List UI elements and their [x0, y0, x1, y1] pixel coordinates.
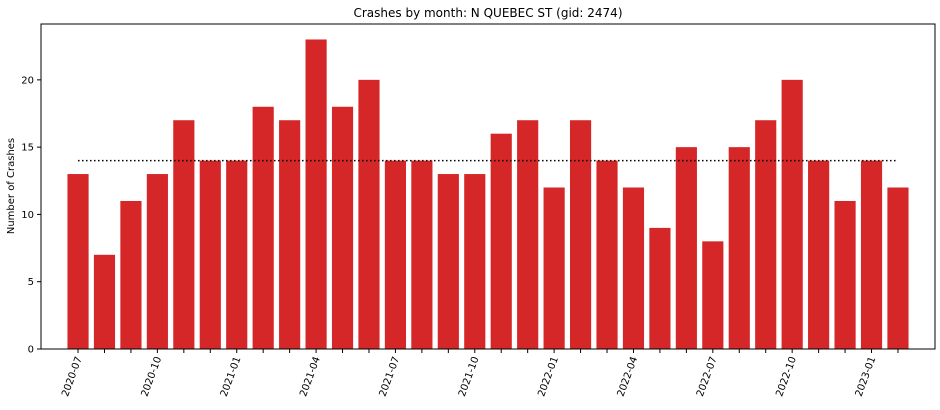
bar-2020-08 [93, 254, 116, 349]
x-tick-label-2020-07: 2020-07 [60, 355, 85, 398]
y-tick-label-0: 0 [28, 345, 34, 356]
bar-2022-10 [781, 79, 803, 349]
bar-2021-12 [517, 120, 539, 349]
bar-2022-11 [808, 160, 830, 349]
bar-2021-03 [279, 120, 301, 349]
bar-2023-02 [887, 187, 909, 349]
bar-2021-01 [226, 160, 248, 349]
bar-2022-01 [543, 187, 565, 349]
bar-2021-10 [464, 174, 486, 349]
y-tick-label-15: 15 [21, 143, 34, 154]
bar-2020-11 [173, 120, 195, 349]
bars-group [67, 39, 909, 349]
bar-2022-12 [834, 200, 856, 349]
x-axis: 2020-07 2020-10 2021-01 2021-04 2021-07 2021-… [60, 349, 899, 398]
bar-2021-04 [305, 39, 327, 349]
bar-2020-07 [67, 174, 89, 349]
x-tick-label-2021-10: 2021-10 [457, 355, 482, 398]
bar-2021-08 [411, 160, 433, 349]
x-tick-label-2022-01: 2022-01 [536, 355, 561, 398]
bar-2023-01 [860, 160, 883, 349]
y-axis: 0 5 10 15 20 [21, 75, 41, 356]
bar-2021-07 [384, 160, 407, 349]
bar-2022-04 [622, 187, 645, 349]
bar-2021-09 [437, 174, 459, 349]
bar-2022-05 [649, 227, 671, 349]
y-tick-label-20: 20 [21, 75, 34, 86]
x-tick-label-2023-01: 2023-01 [854, 355, 879, 398]
bar-2021-11 [490, 133, 512, 349]
y-axis-label: Number of Crashes [6, 138, 17, 234]
bar-2020-10 [146, 174, 168, 349]
bar-2021-05 [331, 106, 354, 349]
bar-2022-06 [675, 147, 697, 349]
x-tick-label-2022-07: 2022-07 [695, 355, 720, 398]
bar-2021-06 [358, 79, 380, 349]
x-tick-label-2022-04: 2022-04 [616, 355, 641, 398]
bar-2020-09 [120, 200, 142, 349]
x-tick-label-2020-10: 2020-10 [140, 355, 165, 398]
bar-2022-03 [596, 160, 618, 349]
bar-2022-09 [755, 120, 777, 349]
bar-2022-08 [728, 147, 750, 349]
x-tick-label-2021-01: 2021-01 [219, 355, 244, 398]
bar-2021-02 [252, 106, 274, 349]
chart-title: Crashes by month: N QUEBEC ST (gid: 2474… [353, 6, 622, 20]
bar-2022-02 [569, 120, 592, 349]
bar-2020-12 [199, 160, 221, 349]
x-tick-label-2021-07: 2021-07 [378, 355, 403, 398]
plot-frame [40, 23, 936, 350]
y-tick-label-10: 10 [21, 210, 34, 221]
x-tick-label-2021-04: 2021-04 [298, 355, 323, 398]
bar-2022-07 [702, 241, 724, 349]
x-tick-label-2022-10: 2022-10 [774, 355, 799, 398]
y-tick-label-5: 5 [28, 277, 34, 288]
